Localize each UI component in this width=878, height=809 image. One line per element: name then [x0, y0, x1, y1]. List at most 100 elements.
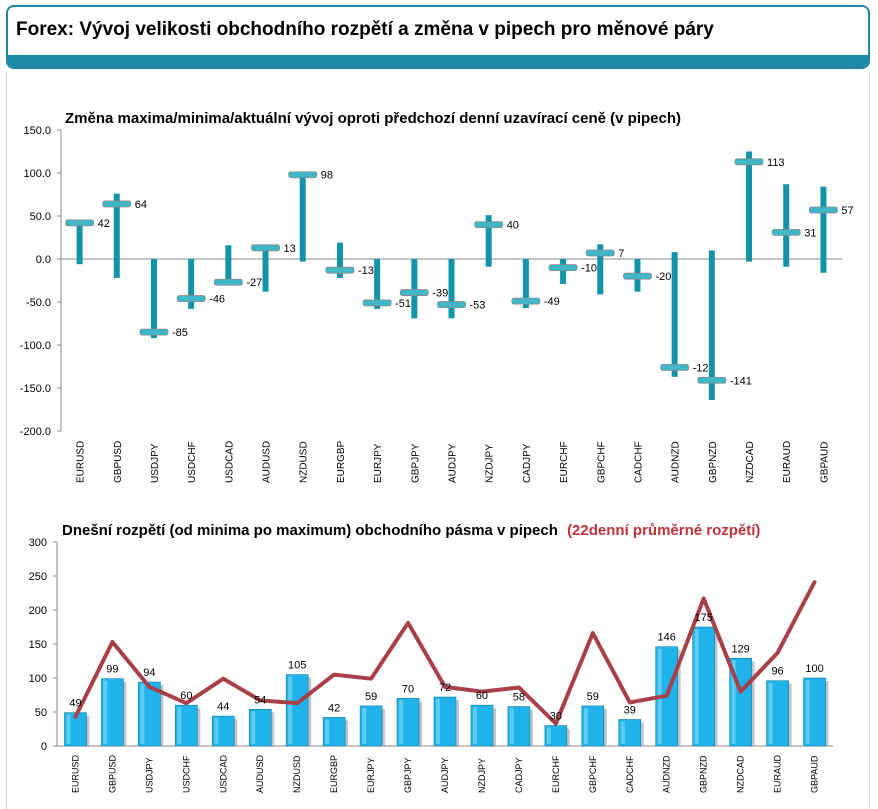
chart1-x-tick-label: CADCHF [633, 441, 644, 483]
chart1-data-label: -10 [581, 263, 597, 275]
chart2-data-label: 129 [731, 643, 749, 655]
chart1-x-tick-label: USDJPY [150, 443, 161, 483]
chart2-x-tick-label: EURGBP [329, 755, 339, 793]
chart2-bar-highlight [805, 680, 810, 744]
chart1-x-tick-label: NZDUSD [299, 441, 310, 483]
chart2-bar-highlight [214, 718, 219, 744]
chart2-x-tick-label: CADCHF [625, 755, 635, 793]
chart2-x-tick-label: GBPJPY [403, 757, 413, 793]
chart1-data-label: 42 [98, 218, 110, 230]
chart2-data-label: 58 [513, 692, 525, 704]
chart2-data-label: 30 [550, 711, 562, 723]
chart2-x-tick-label: NZDUSD [292, 755, 302, 793]
chart1-range-bar [336, 242, 343, 278]
chart1-current-marker [437, 301, 466, 308]
chart2-bar-highlight [325, 719, 330, 744]
chart2-x-tick-label: GBPUSD [107, 754, 117, 793]
chart2-bar-highlight [768, 682, 773, 744]
chart1-x-tick-label: GBPCHF [596, 441, 607, 483]
chart1-range-bar [113, 193, 120, 278]
chart2-data-label: 59 [587, 691, 599, 703]
chart2-bar-highlight [177, 707, 182, 744]
chart1-range-bar [299, 172, 306, 262]
chart1-current-marker [325, 266, 355, 274]
chart1-data-label: 40 [507, 220, 519, 232]
chart1-x-tick-label: GBPNZD [708, 441, 719, 483]
chart1-data-label: -51 [395, 298, 411, 310]
chart1-range-bar [485, 215, 492, 267]
chart1-data-label: 31 [804, 227, 816, 239]
chart1-x-tick-label: EURCHF [559, 441, 570, 483]
chart1-current-marker [102, 200, 132, 208]
chart1-data-label: -46 [209, 294, 225, 306]
chart2-bar-highlight [472, 707, 477, 744]
chart1-range-bar [820, 186, 827, 273]
chart2-bar-highlight [362, 707, 367, 744]
chart1-x-tick-label: EURUSD [76, 441, 87, 483]
chart2-x-tick-label: GBPCHF [588, 755, 598, 793]
chart2-data-label: 105 [288, 660, 306, 672]
chart1-y-tick-label: 0.0 [36, 254, 51, 266]
chart1-axes: 150.0 100.0 50.0 0.0 -50.0 -100.0 -150.0 -200.0… [20, 125, 842, 483]
chart1-current-marker [176, 295, 206, 302]
chart2-data-label: 99 [106, 664, 118, 676]
chart1-x-tick-label: GBPJPY [410, 443, 421, 483]
chart1-current-marker [474, 221, 504, 229]
chart1-current-marker [288, 171, 318, 179]
chart1-x-tick-label: NZDCAD [745, 441, 756, 483]
chart1-y-tick-label: -150.0 [20, 383, 51, 395]
chart1-title: Změna maxima/minima/aktuální vývoj oprot… [65, 110, 681, 127]
chart1-y-tick-label: 50.0 [30, 211, 51, 223]
chart1-y-tick-label: -50.0 [26, 297, 51, 309]
chart2-bar-highlight [546, 727, 551, 744]
chart1-current-marker [548, 264, 578, 272]
chart1-current-marker [362, 299, 392, 307]
chart1-data-label: 113 [767, 157, 785, 169]
chart2-x-tick-label: GBPNZD [699, 755, 709, 793]
chart1-data-label: 64 [135, 199, 147, 211]
chart2-y-tick-label: 50 [35, 707, 47, 719]
chart1-data-label: -13 [358, 265, 374, 277]
chart1-current-marker [809, 206, 838, 214]
chart2-bar-highlight [620, 721, 625, 744]
chart2-data-label: 94 [143, 667, 155, 679]
chart1-current-marker [213, 278, 243, 286]
chart2-x-tick-label: USDJPY [144, 757, 154, 793]
chart1-x-tick-label: EURGBP [336, 440, 347, 483]
chart1-y-tick-label: -200.0 [20, 426, 51, 438]
page-title: Forex: Vývoj velikosti obchodního rozpět… [16, 19, 714, 40]
chart2-y-tick-label: 200 [29, 605, 47, 617]
chart1-x-tick-label: USDCAD [224, 441, 235, 483]
chart2-data-label: 60 [476, 690, 488, 702]
chart1-data-label: 13 [284, 243, 296, 255]
chart2-bar-highlight [436, 699, 440, 744]
chart1-y-tick-label: 100.0 [23, 168, 51, 180]
chart2-data-label: 60 [180, 690, 192, 702]
chart2-average-line [73, 580, 817, 726]
chart1-y-tick-label: 150.0 [23, 125, 51, 137]
chart2-data-label: 54 [254, 694, 266, 706]
chart2-data-label: 70 [402, 683, 414, 695]
chart1-data-label: -27 [246, 277, 262, 289]
chart2-data-label: 59 [365, 691, 377, 703]
chart2-marks: 49 99 94 60 44 54 105 42 59 70 72 60 58 30 59 39 146 175 1… [64, 580, 829, 747]
chart1-range-bar [188, 259, 195, 309]
chart1-data-label: -53 [470, 300, 486, 312]
chart2-bar-highlight [66, 714, 71, 744]
chart1-range-bar [374, 259, 381, 309]
chart2-bar-highlight [103, 680, 108, 744]
chart2-y-tick-label: 0 [41, 741, 47, 753]
chart2-x-tick-label: USDCHF [181, 755, 191, 793]
chart2-bar-highlight [288, 676, 293, 744]
chart1-range-bar [708, 250, 715, 401]
chart2-title-main: Dnešní rozpětí (od minima po maximum) ob… [62, 522, 558, 539]
chart1-y-tick-label: -100.0 [20, 340, 51, 352]
chart2-x-tick-label: EURUSD [70, 754, 80, 793]
chart1-x-tick-label: EURAUD [782, 441, 793, 483]
chart1-current-marker [660, 363, 690, 371]
chart2-title-extra: (22denní průměrné rozpětí) [567, 522, 760, 539]
chart1-x-tick-label: GBPAUD [819, 442, 830, 484]
chart1-range-bar [448, 259, 455, 319]
